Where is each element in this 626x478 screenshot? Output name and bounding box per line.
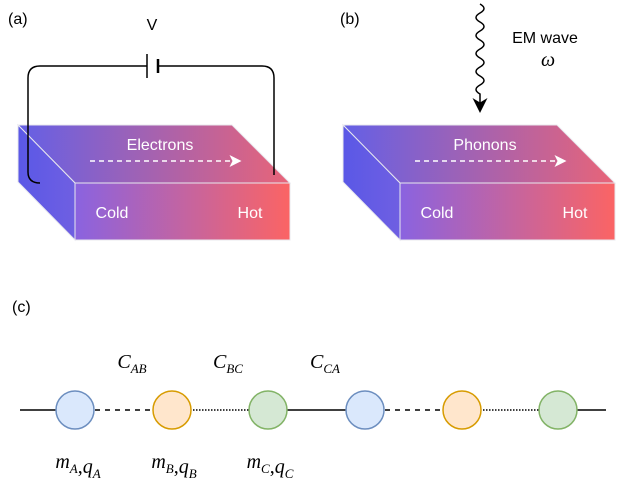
symbol: m: [151, 451, 165, 473]
coupling-label: CAB: [117, 351, 146, 376]
hot-label: Hot: [563, 205, 588, 222]
symbol: C: [310, 351, 324, 373]
symbol: C: [213, 351, 227, 373]
subscript: C: [285, 466, 294, 478]
symbol: m: [247, 451, 261, 473]
frequency-label: ω: [541, 49, 555, 71]
hot-label: Hot: [238, 205, 263, 222]
particle: [538, 390, 578, 430]
subscript: CA: [323, 361, 340, 376]
subscript: A: [92, 466, 101, 478]
symbol: m: [55, 451, 69, 473]
subscript: A: [69, 461, 78, 476]
particle-label: mA,qA: [55, 451, 100, 478]
coupling-label: CBC: [213, 351, 243, 376]
panel-a: (a) V Electrons Cold Hot: [8, 11, 290, 240]
particle: [442, 390, 482, 430]
cold-label: Cold: [96, 205, 129, 222]
panel-label: (b): [340, 11, 360, 28]
symbol: q: [179, 456, 189, 478]
subscript: AB: [130, 361, 147, 376]
particle: [345, 390, 385, 430]
circuit-wire: [27, 65, 275, 184]
coupling-label: CCA: [310, 351, 340, 376]
particle-label: mB,qB: [151, 451, 196, 478]
wave-label: EM wave: [512, 30, 578, 47]
particle-label: mC,qC: [247, 451, 294, 478]
em-wave: [472, 3, 488, 113]
carrier-label: Phonons: [453, 137, 516, 154]
separator: ,: [78, 456, 83, 478]
particle: [248, 390, 288, 430]
subscript: C: [261, 461, 270, 476]
panel-label: (a): [8, 11, 28, 28]
symbol: C: [117, 351, 131, 373]
symbol: q: [275, 456, 285, 478]
cold-label: Cold: [421, 205, 454, 222]
particle: [55, 390, 95, 430]
subscript: BC: [226, 361, 243, 376]
voltage-label: V: [147, 17, 158, 34]
subscript: B: [166, 461, 174, 476]
panel-b: (b) EM wave ω Phonons Cold Hot: [340, 3, 615, 240]
panel-label: (c): [12, 299, 31, 316]
particle: [152, 390, 192, 430]
separator: ,: [174, 456, 179, 478]
carrier-label: Electrons: [127, 137, 194, 154]
separator: ,: [270, 456, 275, 478]
subscript: B: [189, 466, 197, 478]
symbol: q: [83, 456, 93, 478]
